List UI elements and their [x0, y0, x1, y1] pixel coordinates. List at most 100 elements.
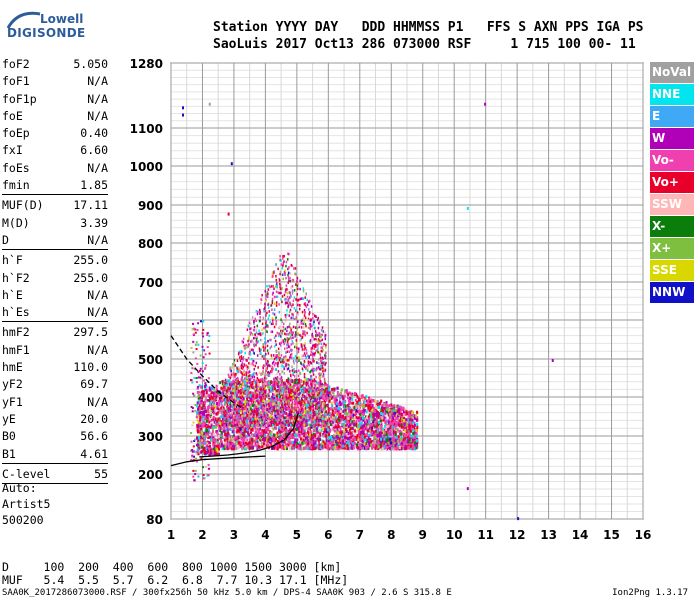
echo-point — [309, 411, 312, 415]
echo-point — [301, 397, 303, 400]
echo-point — [260, 406, 263, 410]
echo-point — [277, 443, 280, 447]
echo-point — [402, 444, 405, 448]
echo-point — [322, 384, 324, 387]
echo-point — [246, 424, 249, 428]
echo-point — [315, 437, 318, 441]
echo-point — [222, 436, 225, 440]
echo-point — [268, 398, 271, 402]
echo-point — [352, 445, 355, 449]
echo-point — [233, 405, 236, 409]
echo-point — [299, 443, 302, 447]
echo-point — [373, 435, 376, 439]
echo-point — [298, 425, 301, 429]
echo-point — [366, 423, 369, 427]
echo-point — [329, 408, 332, 412]
echo-point — [371, 446, 374, 450]
echo-point — [200, 385, 203, 389]
echo-point — [361, 427, 364, 431]
echo-point — [329, 419, 332, 423]
echo-point — [294, 442, 297, 446]
echo-point — [396, 415, 399, 419]
echo-point — [357, 418, 360, 422]
echo-point — [265, 369, 268, 373]
echo-point — [378, 442, 381, 446]
echo-point — [301, 424, 304, 428]
echo-point — [398, 445, 401, 449]
echo-point — [302, 420, 305, 424]
echo-point — [301, 416, 304, 420]
echo-point — [376, 426, 379, 430]
echo-point — [318, 331, 321, 335]
echo-point — [299, 379, 302, 383]
echo-point — [375, 438, 378, 442]
echo-point — [264, 384, 267, 387]
echo-point — [213, 449, 216, 453]
echo-point — [293, 432, 296, 436]
echo-point — [358, 402, 361, 406]
echo-point — [252, 410, 255, 414]
echo-point — [247, 386, 250, 390]
echo-point — [205, 452, 208, 456]
echo-point — [319, 403, 322, 407]
echo-point — [270, 411, 273, 415]
echo-point — [368, 433, 371, 437]
echo-point — [264, 385, 266, 388]
echo-point — [260, 424, 263, 428]
distance-row: D 100 200 400 600 800 1000 1500 3000 [km… — [2, 560, 342, 574]
echo-point — [209, 415, 212, 419]
echo-point — [385, 437, 388, 441]
echo-point — [311, 447, 314, 451]
echo-point — [280, 393, 283, 397]
echo-point — [204, 424, 207, 428]
echo-point — [302, 431, 305, 435]
echo-point — [359, 431, 362, 435]
echo-point — [363, 396, 366, 400]
echo-point — [331, 447, 334, 451]
parameter-row-hme: hmE 110.0 — [2, 359, 108, 376]
echo-point — [257, 407, 260, 411]
echo-point — [241, 433, 244, 437]
echo-point — [379, 434, 382, 438]
echo-point — [412, 425, 415, 429]
parameter-row-fxi: fxI 6.60 — [2, 142, 108, 159]
echo-point — [307, 384, 310, 388]
echo-point — [326, 430, 329, 434]
echo-point — [236, 421, 239, 425]
echo-point — [209, 395, 212, 399]
echo-point — [391, 443, 394, 447]
echo-point — [390, 407, 393, 411]
echo-point — [391, 423, 394, 427]
echo-point — [237, 440, 240, 444]
echo-point — [217, 407, 220, 411]
echo-point — [236, 410, 239, 414]
echo-point — [215, 388, 218, 392]
echo-point — [252, 425, 255, 429]
echo-point — [403, 441, 406, 445]
echo-point — [353, 429, 356, 433]
echo-point — [240, 441, 243, 445]
echo-point — [251, 428, 254, 432]
echo-point — [297, 402, 300, 406]
echo-point — [301, 336, 303, 339]
echo-point — [285, 415, 288, 419]
echo-point — [243, 409, 246, 413]
echo-point — [310, 380, 313, 384]
echo-point — [292, 402, 295, 406]
echo-point — [306, 446, 309, 450]
echo-point — [207, 447, 210, 451]
echo-point — [251, 395, 254, 399]
echo-point — [271, 395, 274, 399]
echo-point — [239, 403, 242, 407]
echo-point — [416, 443, 419, 447]
echo-point — [403, 422, 406, 426]
echo-point — [313, 424, 316, 428]
echo-point — [272, 433, 275, 437]
echo-point — [384, 428, 387, 432]
echo-point — [409, 444, 412, 448]
echo-point — [253, 438, 256, 442]
echo-point — [282, 439, 285, 443]
echo-point — [244, 387, 247, 391]
echo-point — [400, 447, 403, 451]
echo-point — [296, 311, 299, 314]
